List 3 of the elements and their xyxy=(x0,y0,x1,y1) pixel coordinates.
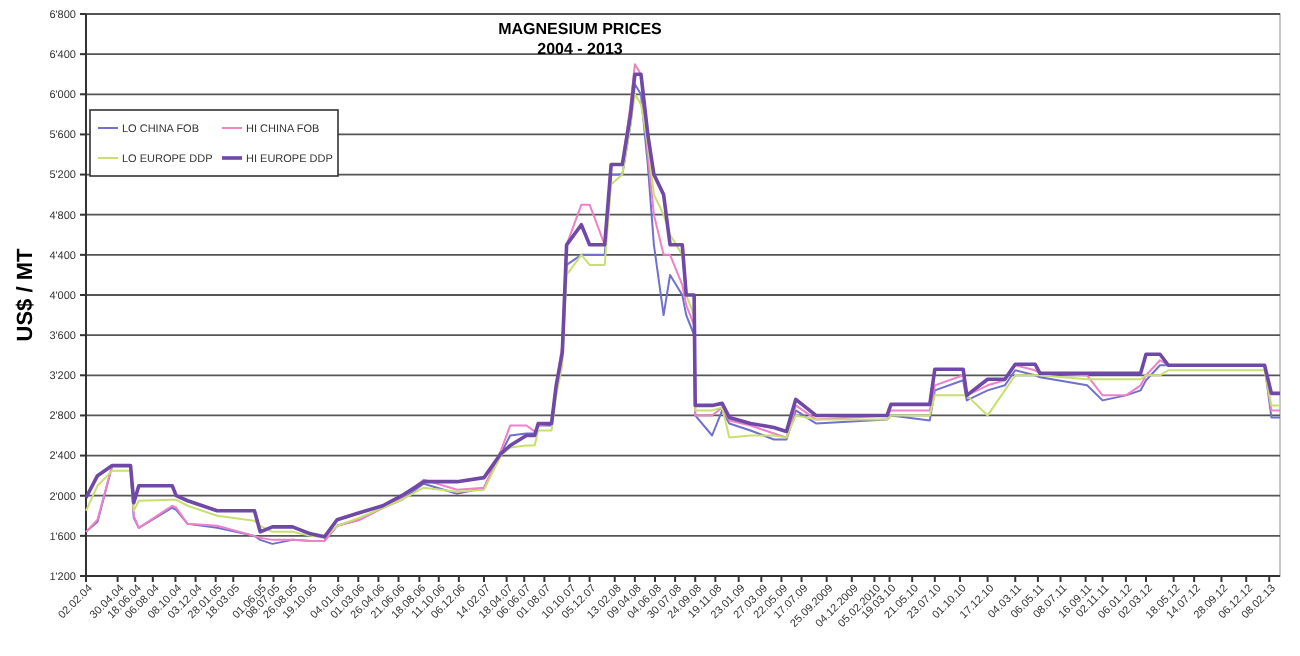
y-axis-title: US$ / MT xyxy=(14,247,38,342)
chart-title: MAGNESIUM PRICES xyxy=(498,20,664,38)
text: 2004 - 2013 xyxy=(537,40,624,58)
